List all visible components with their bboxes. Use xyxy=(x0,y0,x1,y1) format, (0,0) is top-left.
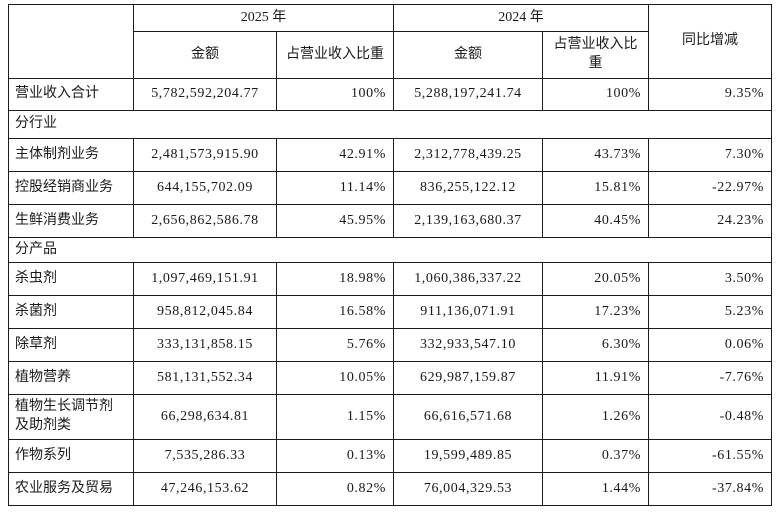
yoy-cell: 24.23% xyxy=(648,204,772,238)
ratio-2024-header: 占营业收入比重 xyxy=(542,31,649,79)
ratio-2024-cell: 100% xyxy=(542,78,649,111)
amount-2024-cell: 629,987,159.87 xyxy=(393,361,543,395)
row-label: 控股经销商业务 xyxy=(8,171,134,205)
amount-2024-cell: 2,139,163,680.37 xyxy=(393,204,543,238)
row-label: 除草剂 xyxy=(8,328,134,362)
amount-2025-cell: 66,298,634.81 xyxy=(133,394,277,440)
ratio-2025-cell: 16.58% xyxy=(276,295,394,329)
ratio-2025-cell: 42.91% xyxy=(276,138,394,172)
amount-2024-cell: 76,004,329.53 xyxy=(393,472,543,506)
amount-2024-cell: 1,060,386,337.22 xyxy=(393,262,543,296)
year-2025-header: 2025 年 xyxy=(133,4,394,32)
ratio-2025-cell: 0.82% xyxy=(276,472,394,506)
ratio-2025-cell: 0.13% xyxy=(276,439,394,473)
yoy-cell: -0.48% xyxy=(648,394,772,440)
amount-2025-cell: 1,097,469,151.91 xyxy=(133,262,277,296)
ratio-2024-cell: 20.05% xyxy=(542,262,649,296)
section-row-industry: 分行业 xyxy=(8,110,772,139)
corner-header-cell xyxy=(8,4,134,79)
yoy-cell: -22.97% xyxy=(648,171,772,205)
row-label: 生鲜消费业务 xyxy=(8,204,134,238)
amount-2025-header: 金额 xyxy=(133,31,277,79)
ratio-2024-cell: 0.37% xyxy=(542,439,649,473)
table-row: 杀虫剂 1,097,469,151.91 18.98% 1,060,386,33… xyxy=(8,262,772,296)
yoy-cell: -37.84% xyxy=(648,472,772,506)
yoy-header: 同比增减 xyxy=(648,4,772,79)
amount-2025-cell: 47,246,153.62 xyxy=(133,472,277,506)
amount-2025-cell: 333,131,858.15 xyxy=(133,328,277,362)
row-label: 植物生长调节剂及助剂类 xyxy=(8,394,134,440)
total-revenue-row: 营业收入合计 5,782,592,204.77 100% 5,288,197,2… xyxy=(8,78,772,111)
amount-2025-cell: 5,782,592,204.77 xyxy=(133,78,277,111)
table-row: 植物营养 581,131,552.34 10.05% 629,987,159.8… xyxy=(8,361,772,395)
amount-2025-cell: 7,535,286.33 xyxy=(133,439,277,473)
amount-2025-cell: 2,481,573,915.90 xyxy=(133,138,277,172)
row-label: 主体制剂业务 xyxy=(8,138,134,172)
yoy-cell: 3.50% xyxy=(648,262,772,296)
ratio-2024-cell: 17.23% xyxy=(542,295,649,329)
yoy-cell: 0.06% xyxy=(648,328,772,362)
ratio-2024-cell: 11.91% xyxy=(542,361,649,395)
ratio-2025-cell: 45.95% xyxy=(276,204,394,238)
table-row: 植物生长调节剂及助剂类 66,298,634.81 1.15% 66,616,5… xyxy=(8,394,772,440)
ratio-2024-cell: 1.44% xyxy=(542,472,649,506)
ratio-2024-cell: 15.81% xyxy=(542,171,649,205)
ratio-2025-cell: 5.76% xyxy=(276,328,394,362)
section-title: 分产品 xyxy=(8,237,772,263)
amount-2025-cell: 958,812,045.84 xyxy=(133,295,277,329)
row-label: 杀菌剂 xyxy=(8,295,134,329)
table-row: 主体制剂业务 2,481,573,915.90 42.91% 2,312,778… xyxy=(8,138,772,172)
row-label: 植物营养 xyxy=(8,361,134,395)
table-row: 杀菌剂 958,812,045.84 16.58% 911,136,071.91… xyxy=(8,295,772,329)
year-2024-header: 2024 年 xyxy=(393,4,649,32)
ratio-2025-cell: 100% xyxy=(276,78,394,111)
amount-2024-cell: 332,933,547.10 xyxy=(393,328,543,362)
header-row-years: 2025 年 2024 年 同比增减 xyxy=(8,4,772,79)
yoy-cell: -61.55% xyxy=(648,439,772,473)
ratio-2024-cell: 6.30% xyxy=(542,328,649,362)
section-title: 分行业 xyxy=(8,110,772,139)
header-row-metrics: 金额 占营业收入比重 金额 占营业收入比重 xyxy=(9,31,772,79)
row-label: 营业收入合计 xyxy=(8,78,134,111)
amount-2024-cell: 836,255,122.12 xyxy=(393,171,543,205)
yoy-cell: 5.23% xyxy=(648,295,772,329)
amount-2025-cell: 581,131,552.34 xyxy=(133,361,277,395)
table-row: 农业服务及贸易 47,246,153.62 0.82% 76,004,329.5… xyxy=(8,472,772,506)
yoy-cell: 7.30% xyxy=(648,138,772,172)
ratio-2025-header: 占营业收入比重 xyxy=(276,31,394,79)
amount-2024-cell: 66,616,571.68 xyxy=(393,394,543,440)
ratio-2025-cell: 10.05% xyxy=(276,361,394,395)
amount-2024-cell: 2,312,778,439.25 xyxy=(393,138,543,172)
amount-2024-cell: 911,136,071.91 xyxy=(393,295,543,329)
ratio-2025-cell: 11.14% xyxy=(276,171,394,205)
table-row: 除草剂 333,131,858.15 5.76% 332,933,547.10 … xyxy=(8,328,772,362)
ratio-2025-cell: 18.98% xyxy=(276,262,394,296)
amount-2025-cell: 2,656,862,586.78 xyxy=(133,204,277,238)
row-label: 作物系列 xyxy=(8,439,134,473)
amount-2024-cell: 5,288,197,241.74 xyxy=(393,78,543,111)
table-row: 作物系列 7,535,286.33 0.13% 19,599,489.85 0.… xyxy=(8,439,772,473)
table-row: 生鲜消费业务 2,656,862,586.78 45.95% 2,139,163… xyxy=(8,204,772,238)
yoy-cell: 9.35% xyxy=(648,78,772,111)
revenue-breakdown-table: 2025 年 2024 年 同比增减 金额 占营业收入比重 金额 占营业收入比重… xyxy=(8,4,772,506)
amount-2024-header: 金额 xyxy=(393,31,543,79)
ratio-2024-cell: 43.73% xyxy=(542,138,649,172)
table-row: 控股经销商业务 644,155,702.09 11.14% 836,255,12… xyxy=(8,171,772,205)
ratio-2024-cell: 40.45% xyxy=(542,204,649,238)
ratio-2025-cell: 1.15% xyxy=(276,394,394,440)
amount-2024-cell: 19,599,489.85 xyxy=(393,439,543,473)
yoy-cell: -7.76% xyxy=(648,361,772,395)
ratio-2024-cell: 1.26% xyxy=(542,394,649,440)
row-label: 杀虫剂 xyxy=(8,262,134,296)
row-label: 农业服务及贸易 xyxy=(8,472,134,506)
amount-2025-cell: 644,155,702.09 xyxy=(133,171,277,205)
section-row-product: 分产品 xyxy=(8,237,772,263)
